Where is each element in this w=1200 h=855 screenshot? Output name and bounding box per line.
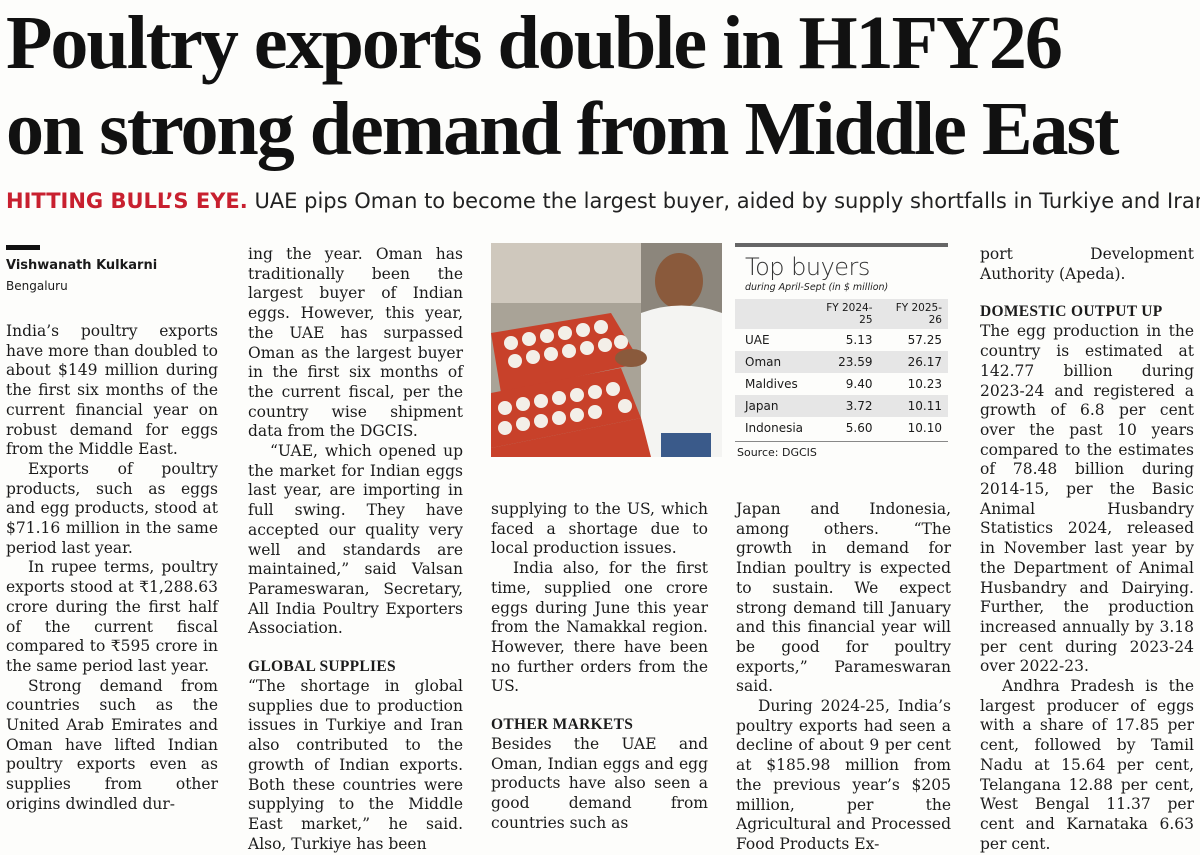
byline-place: Bengaluru [6,279,68,293]
headline: Poultry exports double in H1FY26 on stro… [6,0,1196,172]
egg-tray-photo [491,243,722,457]
column-4: Japan and Indonesia, among others. “The … [736,500,951,855]
table-title: Top buyers [745,253,870,281]
headline-line-1: Poultry exports double in H1FY26 [6,1,1063,85]
byline-rule [6,245,40,250]
paragraph: Strong demand from countries such as the… [6,676,218,813]
table-row: Indonesia 5.60 10.10 [735,417,948,439]
table-cell-country: UAE [745,333,770,347]
paragraph: Andhra Pradesh is the largest producer o… [980,677,1194,853]
table-cell-fy26: 57.25 [907,333,942,347]
photo-illustration [491,243,722,457]
table-cell-fy25: 5.60 [845,421,873,435]
table-cell-fy25: 23.59 [809,351,879,373]
paragraph: port Development Authority (Apeda). [980,245,1194,283]
paragraph: “UAE, which opened up the market for Ind… [248,442,463,638]
subhead-global-supplies: GLOBAL SUPPLIES [248,658,396,676]
table-row: UAE 5.13 57.25 [735,329,948,351]
deck: HITTING BULL’S EYE. UAE pips Oman to bec… [6,186,1200,216]
paragraph: The egg production in the country is est… [980,322,1194,676]
table-cell-country: Japan [735,395,810,417]
table-header-fy26: FY 2025-26 [878,299,948,329]
table-subtitle: during April-Sept (in $ million) [745,282,889,293]
table-cell-country: Oman [735,351,810,373]
table-row: Maldives 9.40 10.23 [735,373,948,395]
headline-line-2: on strong demand from Middle East [6,87,1119,171]
paragraph: ing the year. Oman has traditionally bee… [248,245,463,441]
column-1: India’s poultry exports have more than d… [6,322,218,815]
paragraph: India’s poultry exports have more than d… [6,322,218,459]
table-header-fy25: FY 2024-25 [809,299,879,329]
paragraph: During 2024-25, India’s poultry exports … [736,697,951,853]
table-cell-fy26: 26.17 [878,351,948,373]
table-cell-fy26: 10.10 [907,421,942,435]
column-5: port Development Authority (Apeda). DOME… [980,245,1194,854]
table-header-row: FY 2024-25 FY 2025-26 [735,299,948,329]
table-cell-fy25: 3.72 [809,395,879,417]
table-grid: FY 2024-25 FY 2025-26 UAE 5.13 57.25 Oma… [735,299,948,439]
table-cell-fy25: 9.40 [845,377,873,391]
deck-kicker: HITTING BULL’S EYE. [6,189,248,213]
table-header-country [735,299,810,329]
table-row: Japan 3.72 10.11 [735,395,948,417]
paragraph: “The shortage in global supplies due to … [248,677,463,853]
paragraph: supplying to the US, which faced a short… [491,500,708,558]
paragraph: Japan and Indonesia, among others. “The … [736,500,951,696]
table-cell-fy26: 10.11 [878,395,948,417]
subhead-domestic-output: DOMESTIC OUTPUT UP [980,303,1163,321]
table-cell-fy25: 5.13 [845,333,873,347]
column-2: ing the year. Oman has traditionally bee… [248,245,463,854]
table-bottom-rule [735,441,948,442]
paragraph: India also, for the first time, supplied… [491,559,708,696]
paragraph: Besides the UAE and Oman, Indian eggs an… [491,735,708,832]
table-row: Oman 23.59 26.17 [735,351,948,373]
byline-author: Vishwanath Kulkarni [6,258,158,273]
table-cell-country: Indonesia [745,421,804,435]
table-cell-fy26: 10.23 [907,377,942,391]
deck-text: UAE pips Oman to become the largest buye… [254,189,1200,213]
table-source: Source: DGCIS [737,446,817,459]
subhead-other-markets: OTHER MARKETS [491,716,634,734]
column-3: supplying to the US, which faced a short… [491,500,708,834]
table-cell-country: Maldives [745,377,798,391]
paragraph: Exports of poultry products, such as egg… [6,459,218,557]
paragraph: In rupee terms, poultry exports stood at… [6,558,218,675]
top-buyers-table: Top buyers during April-Sept (in $ milli… [735,243,948,459]
table-top-rule [735,243,948,247]
